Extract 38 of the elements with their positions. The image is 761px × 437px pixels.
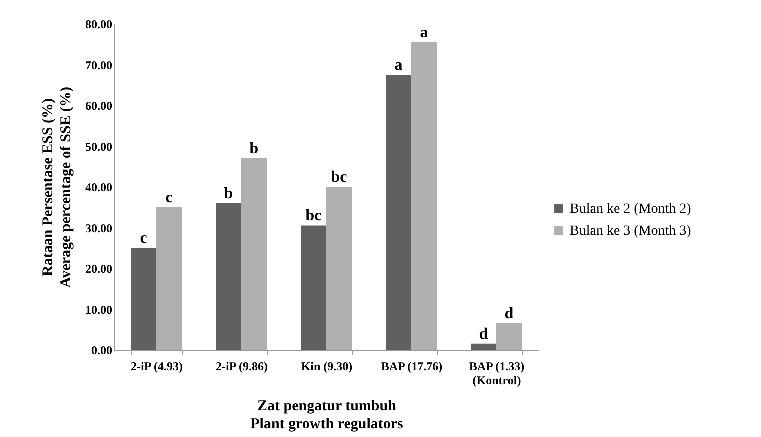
y-tick-label: 10.00 bbox=[86, 302, 112, 317]
legend-label: Bulan ke 3 (Month 3) bbox=[570, 224, 692, 239]
data-label: d bbox=[504, 306, 514, 323]
data-label: a bbox=[420, 24, 428, 42]
bar bbox=[412, 42, 437, 350]
bar bbox=[301, 226, 326, 350]
y-axis-title: Rataan Persentase ESS (%) Average percentage of SSE (%) bbox=[40, 86, 74, 288]
bar bbox=[326, 187, 352, 350]
y-tick-label: 20.00 bbox=[86, 262, 112, 276]
data-label: c bbox=[166, 189, 173, 206]
legend-label: Bulan ke 2 (Month 2) bbox=[570, 202, 692, 217]
x-tick-label: BAP (17.76) bbox=[381, 360, 443, 374]
y-tick-label: 30.00 bbox=[86, 221, 112, 236]
data-label: b bbox=[224, 185, 234, 202]
y-tick-label: 0.00 bbox=[92, 344, 112, 358]
data-label: bc bbox=[306, 208, 322, 225]
bar bbox=[471, 344, 496, 350]
y-tick-label: 40.00 bbox=[86, 180, 112, 194]
bar bbox=[242, 158, 267, 350]
x-tick-label: Kin (9.30) bbox=[301, 360, 353, 374]
y-tick-label: 50.00 bbox=[86, 140, 112, 154]
data-label: a bbox=[394, 56, 403, 74]
x-tick-label: 2-iP (4.93) bbox=[131, 360, 183, 374]
bar bbox=[131, 248, 156, 350]
data-label: c bbox=[140, 230, 148, 248]
x-tick-label: BAP (1.33) (Kontrol) bbox=[469, 360, 525, 388]
bar bbox=[156, 207, 182, 350]
data-label: b bbox=[250, 140, 259, 158]
y-tick-label: 60.00 bbox=[86, 99, 112, 113]
bar bbox=[496, 324, 522, 350]
bar bbox=[216, 203, 242, 350]
bar bbox=[386, 74, 412, 350]
data-label: bc bbox=[331, 169, 348, 186]
data-label: d bbox=[479, 326, 488, 343]
x-axis-title: Zat pengatur tumbuh Plant growth regulators bbox=[250, 398, 404, 432]
y-tick-label: 80.00 bbox=[86, 18, 112, 32]
x-tick-label: 2-iP (9.86) bbox=[216, 360, 268, 374]
y-tick-label: 70.00 bbox=[86, 58, 112, 72]
